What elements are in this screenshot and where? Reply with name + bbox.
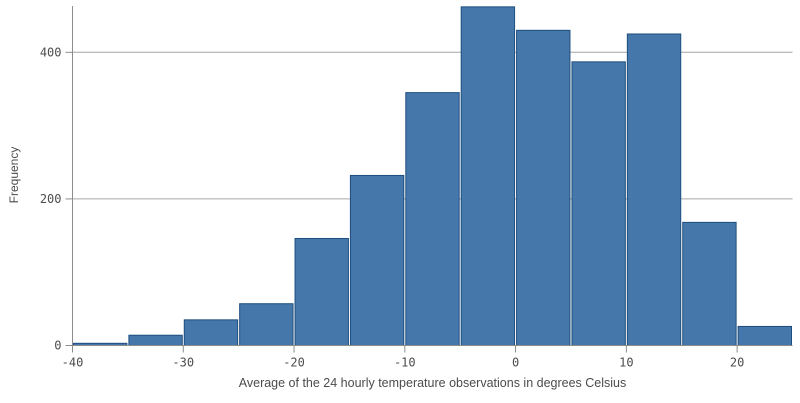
histogram-bar[interactable] bbox=[626, 33, 682, 347]
y-tick-label: 0 bbox=[54, 339, 61, 353]
x-tick-label: -30 bbox=[172, 356, 194, 370]
x-tick-label: 20 bbox=[730, 356, 744, 370]
x-tick-label: 0 bbox=[512, 356, 519, 370]
histogram-bar[interactable] bbox=[460, 6, 516, 346]
histogram-bar[interactable] bbox=[405, 92, 460, 346]
x-tick-label: -20 bbox=[283, 356, 305, 370]
histogram-bar[interactable] bbox=[682, 221, 737, 346]
x-tick-label: -10 bbox=[394, 356, 416, 370]
histogram-bar[interactable] bbox=[294, 237, 349, 346]
histogram-bar[interactable] bbox=[128, 334, 183, 347]
histogram-bar[interactable] bbox=[239, 303, 294, 347]
histogram-bar[interactable] bbox=[516, 29, 571, 346]
y-tick-label: 400 bbox=[40, 45, 62, 59]
histogram-bar[interactable] bbox=[571, 61, 626, 347]
histogram-bar[interactable] bbox=[183, 319, 239, 346]
y-tick-label: 200 bbox=[40, 192, 62, 206]
y-axis-title: Frequency bbox=[7, 146, 21, 204]
histogram-bar[interactable] bbox=[737, 325, 792, 347]
histogram-bar[interactable] bbox=[349, 174, 405, 346]
x-tick-label: 10 bbox=[619, 356, 633, 370]
x-axis-title: Average of the 24 hourly temperature obs… bbox=[238, 376, 627, 390]
x-tick-label: -40 bbox=[62, 356, 84, 370]
